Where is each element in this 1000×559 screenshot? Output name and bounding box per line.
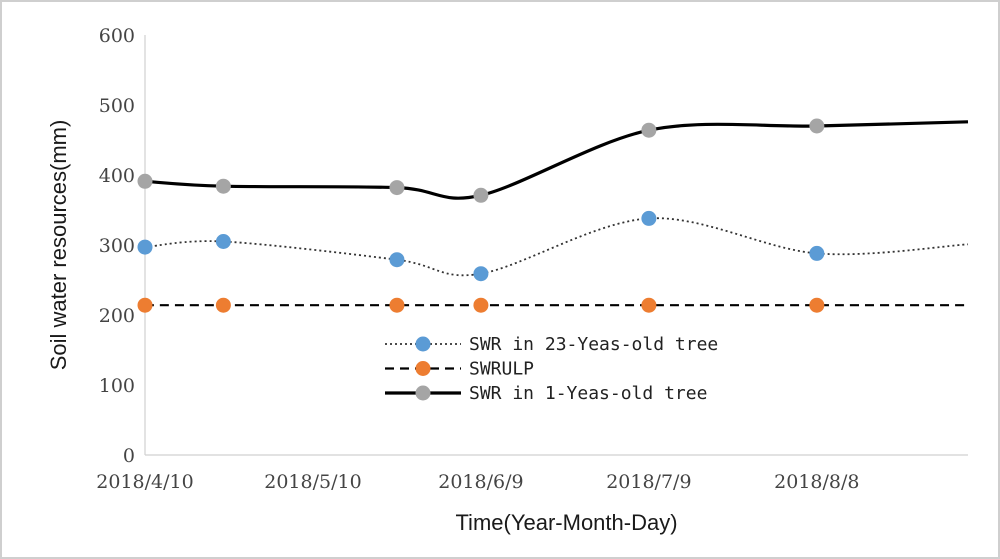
data-point — [473, 187, 489, 203]
data-point — [215, 234, 231, 249]
y-tick-label: 100 — [99, 375, 135, 397]
data-point — [641, 210, 657, 226]
data-point — [473, 297, 489, 313]
series-1 — [137, 210, 969, 282]
y-tick-label: 400 — [99, 165, 135, 187]
legend-marker — [415, 385, 431, 401]
series-line — [144, 120, 969, 200]
data-point — [809, 118, 825, 134]
legend-label: SWR in 23-Yeas-old tree — [469, 334, 718, 355]
y-tick-label: 600 — [99, 25, 135, 47]
data-point — [809, 297, 825, 313]
legend-label: SWRULP — [469, 359, 534, 380]
axes: 0 100 200 300 400 500 600 2018/4/10 2018/5/10 201… — [96, 25, 968, 493]
data-point — [641, 122, 657, 138]
legend-item: SWR in 1-Yeas-old tree — [385, 383, 707, 404]
series-line — [144, 217, 969, 277]
y-axis-title: Soil water resources(mm) — [46, 120, 71, 371]
x-tick-label: 2018/8/8 — [774, 471, 859, 493]
data-point — [389, 297, 405, 313]
series-2 — [137, 297, 968, 313]
y-tick-label: 300 — [99, 235, 135, 257]
data-point — [389, 180, 405, 196]
x-tick-label: 2018/7/9 — [606, 471, 691, 493]
data-point — [389, 252, 405, 268]
x-axis-title: Time(Year-Month-Day) — [455, 510, 677, 535]
legend-label: SWR in 1-Yeas-old tree — [469, 383, 707, 404]
series-layer — [137, 118, 969, 313]
y-tick-label: 500 — [99, 95, 135, 117]
x-tick-label: 2018/4/10 — [96, 471, 193, 493]
data-point — [473, 266, 489, 282]
data-point — [215, 178, 231, 194]
data-point — [137, 297, 153, 313]
data-point — [137, 239, 153, 255]
legend-marker — [415, 361, 431, 376]
data-point — [641, 297, 657, 313]
legend-marker — [415, 336, 431, 352]
data-point — [137, 173, 153, 189]
data-point — [215, 297, 231, 313]
x-tick-label: 2018/6/9 — [438, 471, 523, 493]
y-tick-label: 200 — [99, 305, 135, 327]
x-tick-label: 2018/5/10 — [264, 471, 361, 493]
data-point — [809, 245, 825, 261]
legend-item: SWR in 23-Yeas-old tree — [385, 334, 718, 355]
y-tick-label: 0 — [123, 445, 135, 467]
series-3 — [137, 118, 969, 203]
legend-item: SWRULP — [385, 359, 534, 380]
legend: SWR in 23-Yeas-old tree SWRULP SWR in 1-Ye… — [385, 334, 718, 404]
